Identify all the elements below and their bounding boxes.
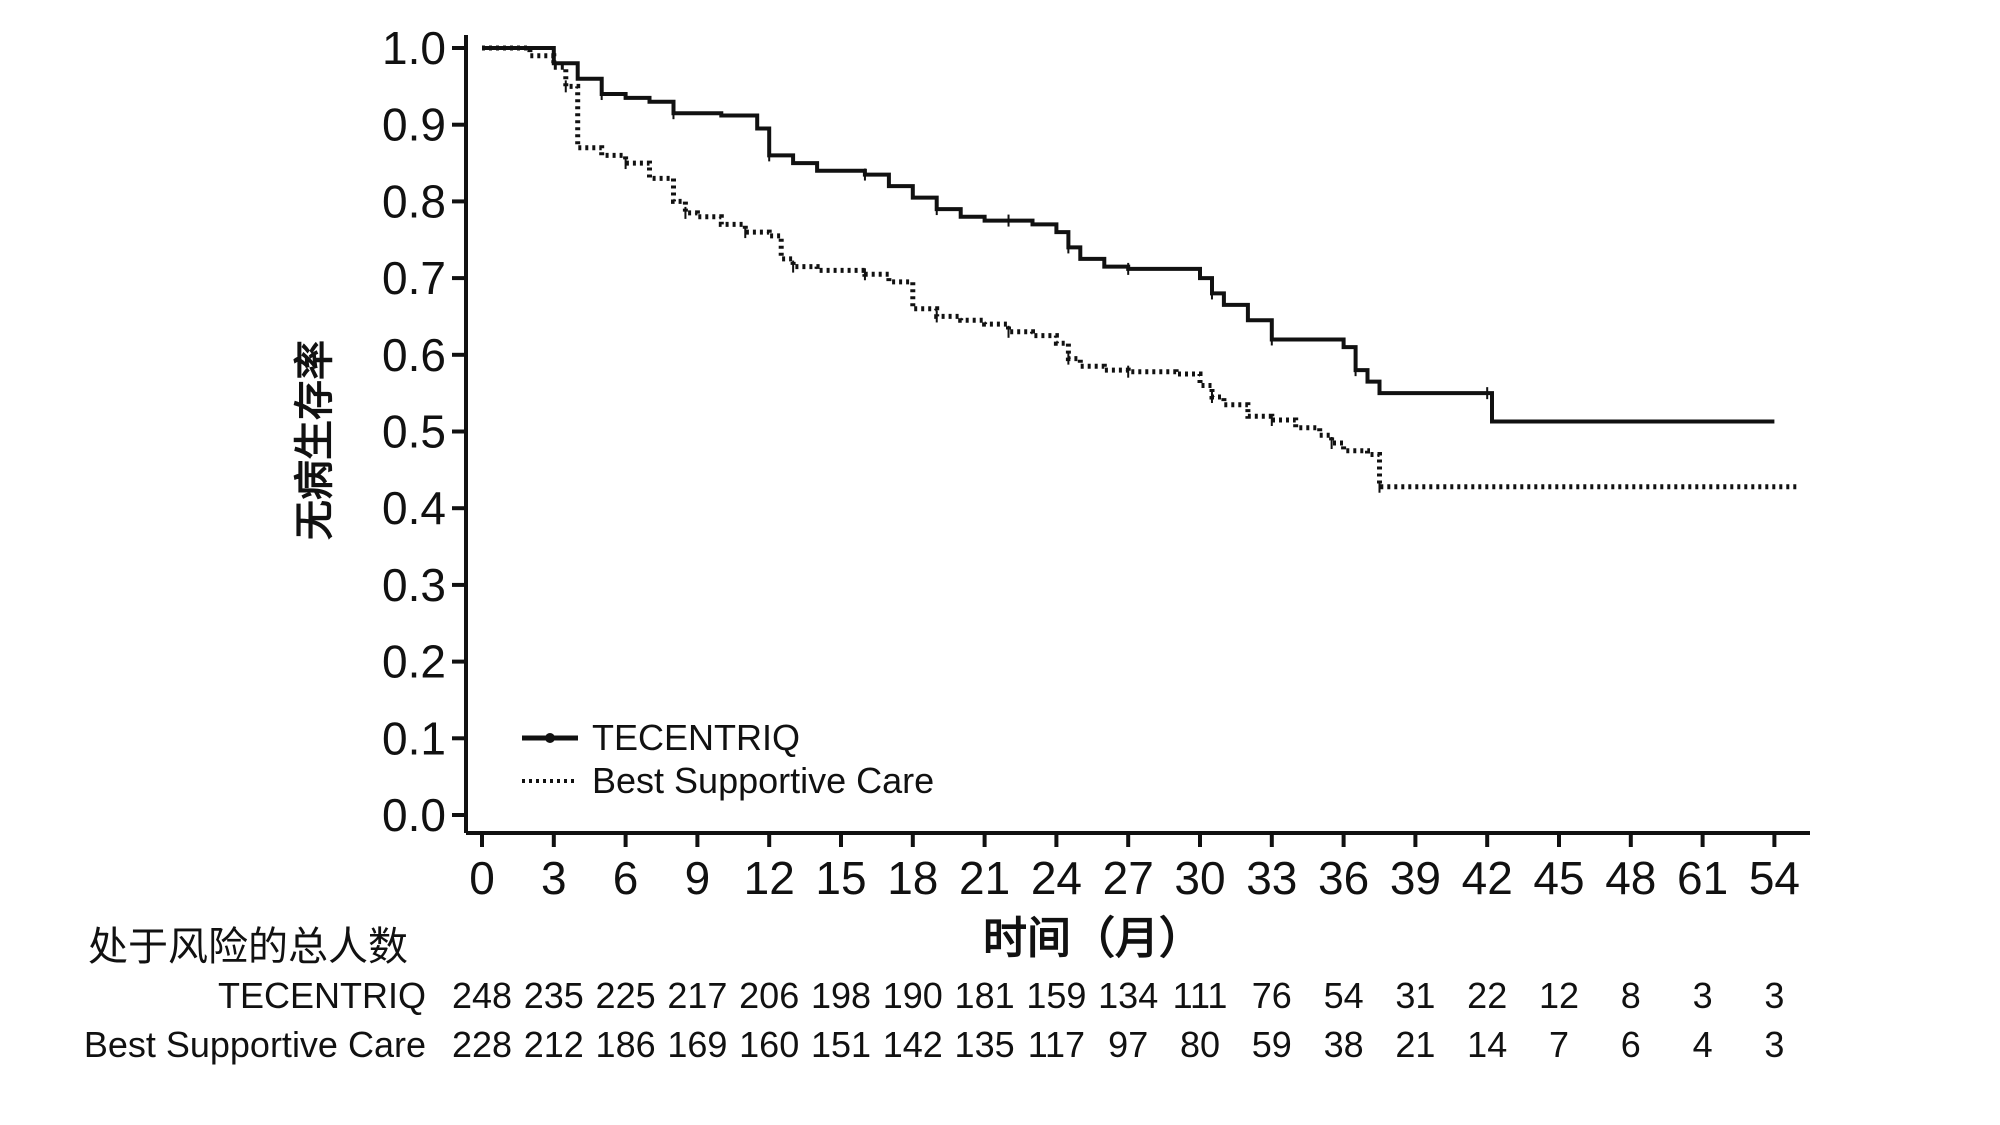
risk-value-bsc: 14 <box>1467 1024 1507 1065</box>
chart-axes <box>464 35 1810 835</box>
x-tick-label: 36 <box>1318 852 1369 904</box>
risk-value-tecentriq: 8 <box>1621 975 1641 1016</box>
risk-value-bsc: 160 <box>739 1024 799 1065</box>
x-axis-label: 时间（月） <box>983 913 1203 964</box>
risk-value-tecentriq: 12 <box>1539 975 1579 1016</box>
x-tick-label: 24 <box>1031 852 1082 904</box>
risk-value-tecentriq: 217 <box>667 975 727 1016</box>
risk-value-tecentriq: 31 <box>1395 975 1435 1016</box>
x-tick-label: 9 <box>685 852 711 904</box>
x-tick-label: 45 <box>1533 852 1584 904</box>
risk-value-bsc: 169 <box>667 1024 727 1065</box>
risk-value-bsc: 4 <box>1693 1024 1713 1065</box>
x-tick-label: 15 <box>815 852 866 904</box>
y-tick-label: 0.3 <box>382 559 446 611</box>
risk-value-tecentriq: 225 <box>596 975 656 1016</box>
risk-value-bsc: 21 <box>1395 1024 1435 1065</box>
legend-marker-tecentriq <box>545 733 555 743</box>
risk-value-tecentriq: 181 <box>955 975 1015 1016</box>
risk-value-tecentriq: 206 <box>739 975 799 1016</box>
risk-value-bsc: 80 <box>1180 1024 1220 1065</box>
risk-value-bsc: 228 <box>452 1024 512 1065</box>
x-tick-label: 33 <box>1246 852 1297 904</box>
risk-value-tecentriq: 3 <box>1764 975 1784 1016</box>
y-axis-ticks: 0.0 0.1 0.2 0.3 0.4 0.5 0.6 0.7 0.8 0.9 1.0 <box>382 22 466 841</box>
y-tick-label: 0.9 <box>382 99 446 151</box>
risk-value-tecentriq: 3 <box>1693 975 1713 1016</box>
legend: TECENTRIQ Best Supportive Care <box>522 717 934 801</box>
y-tick-label: 0.0 <box>382 789 446 841</box>
risk-value-tecentriq: 134 <box>1098 975 1158 1016</box>
risk-value-tecentriq: 248 <box>452 975 512 1016</box>
x-tick-label: 6 <box>613 852 639 904</box>
risk-value-bsc: 97 <box>1108 1024 1148 1065</box>
x-tick-label: 30 <box>1174 852 1225 904</box>
risk-value-bsc: 38 <box>1324 1024 1364 1065</box>
x-tick-label: 21 <box>959 852 1010 904</box>
x-tick-label: 54 <box>1749 852 1800 904</box>
risk-table: 处于风险的总人数 TECENTRIQ Best Supportive Care … <box>84 924 1785 1065</box>
x-tick-label: 42 <box>1462 852 1513 904</box>
survival-curves <box>482 45 1799 493</box>
risk-value-tecentriq: 111 <box>1173 975 1228 1016</box>
y-tick-label: 0.8 <box>382 175 446 227</box>
y-tick-label: 1.0 <box>382 22 446 74</box>
risk-value-tecentriq: 235 <box>524 975 584 1016</box>
risk-value-tecentriq: 76 <box>1252 975 1292 1016</box>
curve-tecentriq <box>482 46 1775 424</box>
x-tick-label: 39 <box>1390 852 1441 904</box>
risk-value-tecentriq: 159 <box>1026 975 1086 1016</box>
risk-value-bsc: 135 <box>955 1024 1015 1065</box>
risk-row-label-tecentriq: TECENTRIQ <box>218 975 426 1016</box>
risk-value-bsc: 6 <box>1621 1024 1641 1065</box>
risk-value-bsc: 7 <box>1549 1024 1569 1065</box>
x-tick-label: 0 <box>469 852 495 904</box>
risk-value-bsc: 59 <box>1252 1024 1292 1065</box>
risk-value-bsc: 117 <box>1028 1024 1085 1065</box>
risk-value-bsc: 186 <box>596 1024 656 1065</box>
risk-value-tecentriq: 22 <box>1467 975 1507 1016</box>
x-tick-label: 61 <box>1677 852 1728 904</box>
x-tick-label: 12 <box>744 852 795 904</box>
x-tick-label: 18 <box>887 852 938 904</box>
x-tick-label: 3 <box>541 852 567 904</box>
x-tick-label: 48 <box>1605 852 1656 904</box>
y-tick-label: 0.6 <box>382 329 446 381</box>
y-tick-label: 0.2 <box>382 636 446 688</box>
risk-value-tecentriq: 190 <box>883 975 943 1016</box>
risk-row-label-bsc: Best Supportive Care <box>84 1024 426 1065</box>
legend-label-tecentriq: TECENTRIQ <box>592 717 800 758</box>
risk-value-tecentriq: 54 <box>1324 975 1364 1016</box>
y-tick-label: 0.5 <box>382 406 446 458</box>
legend-label-bsc: Best Supportive Care <box>592 760 934 801</box>
risk-value-bsc: 3 <box>1764 1024 1784 1065</box>
y-axis-label: 无病生存率 <box>292 340 338 540</box>
risk-value-bsc: 212 <box>524 1024 584 1065</box>
y-tick-label: 0.4 <box>382 482 446 534</box>
risk-value-tecentriq: 198 <box>811 975 871 1016</box>
x-tick-label: 27 <box>1103 852 1154 904</box>
risk-value-bsc: 151 <box>811 1024 871 1065</box>
x-axis-ticks: 0 3 6 9 12 15 18 21 24 27 30 33 36 39 42 45 48 61 54 <box>469 833 1800 904</box>
risk-table-title: 处于风险的总人数 <box>88 924 408 970</box>
y-tick-label: 0.1 <box>382 712 446 764</box>
risk-value-bsc: 142 <box>883 1024 943 1065</box>
y-tick-label: 0.7 <box>382 252 446 304</box>
